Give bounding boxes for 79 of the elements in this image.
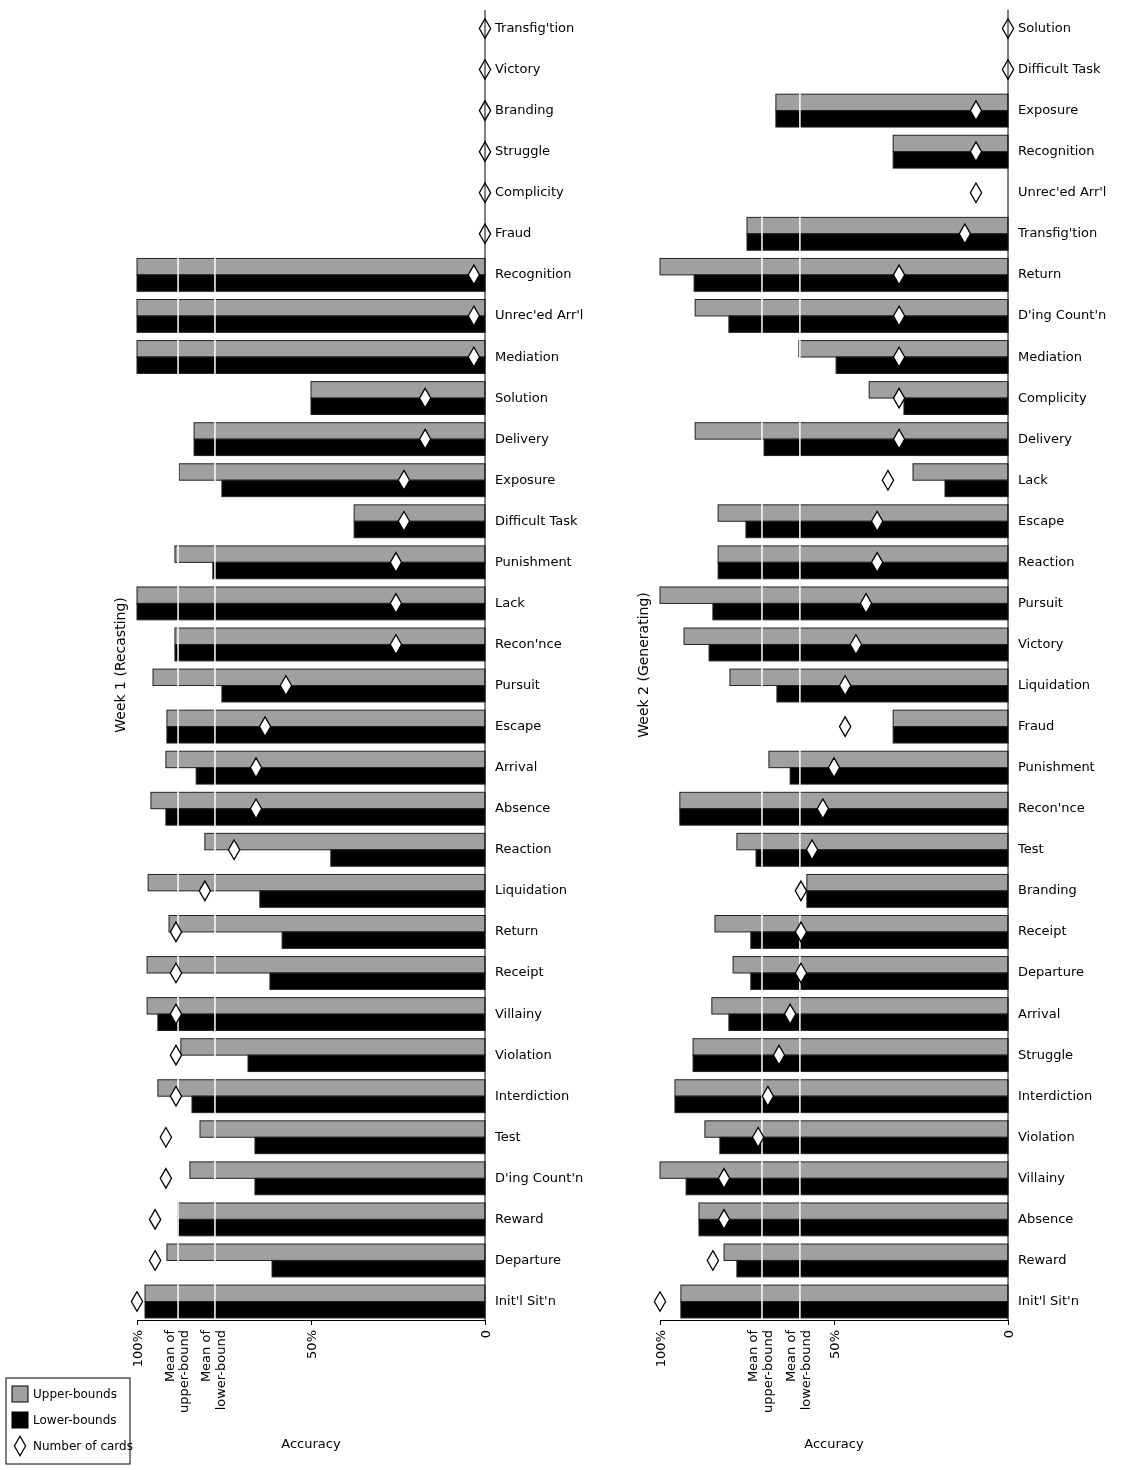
- y-tick-label: Reaction: [495, 841, 552, 857]
- y-tick-label: Recognition: [495, 266, 572, 282]
- x-axis-title: Accuracy: [281, 1436, 341, 1451]
- y-tick-label: Violation: [495, 1046, 552, 1062]
- y-tick-label: Delivery: [495, 430, 550, 446]
- y-tick-label: Departure: [495, 1251, 561, 1267]
- y-tick-label: Branding: [1018, 882, 1077, 898]
- y-tick-label: Struggle: [1018, 1046, 1074, 1062]
- y-tick-label: D'ing Count'n: [1018, 307, 1107, 323]
- y-tick-label: Absence: [1018, 1210, 1074, 1226]
- y-tick-label: Reaction: [1018, 553, 1075, 569]
- x-tick-label: 0: [478, 1330, 494, 1339]
- y-tick-label: Test: [1017, 841, 1044, 857]
- y-tick-label: Reward: [495, 1210, 544, 1226]
- y-tick-label: Escape: [495, 718, 542, 734]
- y-tick-label: Recon'nce: [1018, 800, 1085, 816]
- x-tick-label: 100%: [130, 1330, 146, 1368]
- y-tick-label: Transfig'tion: [494, 19, 575, 35]
- y-tick-label: Difficult Task: [495, 512, 578, 528]
- y-tick-label: Interdiction: [1018, 1087, 1093, 1103]
- y-tick-label: Victory: [495, 61, 541, 77]
- y-tick-label: Mediation: [1018, 348, 1082, 364]
- y-tick-label: Recon'nce: [495, 635, 562, 651]
- legend-label: Upper-bounds: [33, 1386, 117, 1401]
- x-tick-label: 50%: [827, 1330, 843, 1359]
- x-tick-label: 50%: [304, 1330, 320, 1359]
- legend-label: Lower-bounds: [33, 1412, 117, 1427]
- y-tick-label: Unrec'ed Arr'l: [1018, 184, 1107, 200]
- ref-line-label: Mean of upper-bound: [161, 1329, 191, 1413]
- y-tick-label: Transfig'tion: [1017, 225, 1098, 241]
- x-axis-title: Accuracy: [804, 1436, 864, 1451]
- y-tick-label: Return: [1018, 266, 1062, 282]
- y-tick-label: Recognition: [1018, 143, 1095, 159]
- y-tick-label: Solution: [495, 389, 548, 405]
- y-tick-label: Liquidation: [1018, 677, 1091, 693]
- y-tick-label: Villainy: [1018, 1169, 1066, 1185]
- y-tick-label: Escape: [1018, 512, 1065, 528]
- y-tick-label: Init'l Sit'n: [495, 1293, 556, 1309]
- y-tick-label: Struggle: [495, 143, 551, 159]
- text: Week 1 (Recasting): [112, 597, 128, 733]
- y-tick-label: Return: [495, 923, 539, 939]
- y-tick-label: Difficult Task: [1018, 61, 1101, 77]
- text: Week 2 (Generating): [635, 592, 651, 738]
- y-tick-label: Villainy: [495, 1005, 543, 1021]
- x-tick-label: 0: [1001, 1330, 1017, 1339]
- y-tick-label: D'ing Count'n: [495, 1169, 584, 1185]
- y-tick-label: Departure: [1018, 964, 1084, 980]
- y-tick-label: Pursuit: [1018, 594, 1063, 610]
- y-tick-label: Init'l Sit'n: [1018, 1293, 1079, 1309]
- y-tick-label: Fraud: [495, 225, 532, 241]
- x-tick-label: 100%: [653, 1330, 669, 1368]
- y-tick-label: Receipt: [495, 964, 544, 980]
- y-tick-label: Receipt: [1018, 923, 1067, 939]
- y-tick-label: Victory: [1018, 635, 1064, 651]
- y-tick-label: Mediation: [495, 348, 559, 364]
- ref-line-label: Mean of upper-bound: [745, 1329, 775, 1413]
- y-tick-label: Lack: [495, 594, 526, 610]
- y-tick-label: Exposure: [1018, 102, 1079, 118]
- y-tick-label: Punishment: [495, 553, 572, 569]
- y-tick-label: Test: [494, 1128, 521, 1144]
- y-tick-label: Arrival: [1018, 1005, 1061, 1021]
- y-tick-label: Lack: [1018, 471, 1049, 487]
- y-tick-label: Punishment: [1018, 759, 1095, 775]
- y-tick-label: Absence: [495, 800, 551, 816]
- y-tick-label: Arrival: [495, 759, 538, 775]
- y-tick-label: Reward: [1018, 1251, 1067, 1267]
- y-tick-label: Branding: [495, 102, 554, 118]
- y-tick-label: Complicity: [495, 184, 565, 200]
- y-tick-label: Complicity: [1018, 389, 1088, 405]
- y-tick-label: Pursuit: [495, 677, 540, 693]
- y-tick-label: Unrec'ed Arr'l: [495, 307, 584, 323]
- y-tick-label: Liquidation: [495, 882, 568, 898]
- y-tick-label: Fraud: [1018, 718, 1055, 734]
- legend-label: Number of cards: [33, 1438, 133, 1453]
- y-tick-label: Interdiction: [495, 1087, 570, 1103]
- y-tick-label: Delivery: [1018, 430, 1073, 446]
- y-tick-label: Exposure: [495, 471, 556, 487]
- y-tick-label: Solution: [1018, 19, 1071, 35]
- y-tick-label: Violation: [1018, 1128, 1075, 1144]
